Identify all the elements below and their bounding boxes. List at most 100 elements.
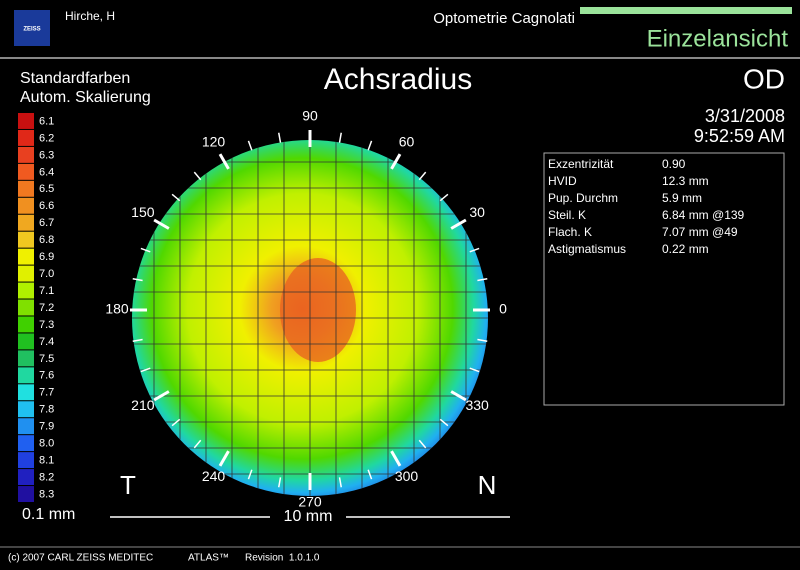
angle-tick <box>247 140 253 151</box>
angle-tick <box>153 390 170 402</box>
legend-swatch <box>18 113 34 129</box>
legend-swatch <box>18 367 34 384</box>
angle-tick <box>469 367 480 373</box>
angle-label: 270 <box>298 494 322 510</box>
angle-tick <box>278 477 282 488</box>
legend-label: 7.3 <box>39 319 54 331</box>
legend-label: 7.0 <box>39 268 54 280</box>
info-value: 0.90 <box>662 157 686 171</box>
info-value: 5.9 mm <box>662 191 702 205</box>
legend-swatch <box>18 435 34 452</box>
legend-label: 6.9 <box>39 251 54 263</box>
grid <box>132 140 488 496</box>
angle-tick <box>218 450 230 467</box>
info-label: Flach. K <box>548 225 592 239</box>
legend-swatch <box>18 163 34 180</box>
legend-title: Autom. Skalierung <box>20 89 151 106</box>
angle-label: 240 <box>202 468 226 484</box>
legend-swatch <box>18 146 34 163</box>
angle-label: 180 <box>105 301 129 317</box>
legend-label: 7.2 <box>39 302 54 314</box>
map-title: Achsradius <box>324 63 472 96</box>
legend-label: 8.3 <box>39 488 54 500</box>
scale-label: 10 mm <box>284 508 333 525</box>
scale-bg <box>270 507 346 527</box>
legend-label: 7.5 <box>39 353 54 365</box>
steep-zone <box>280 258 356 362</box>
legend-label: 7.7 <box>39 387 54 399</box>
angle-tick <box>439 418 449 427</box>
legend-swatch <box>18 214 34 231</box>
legend-label: 6.2 <box>39 132 54 144</box>
legend: 6.1 6.2 6.3 6.4 6.5 6.6 6.7 6.8 6.9 7.0 7.1 7.2 7.3 7… <box>18 113 54 502</box>
legend-swatch <box>18 299 34 316</box>
angle-label: 150 <box>131 204 155 220</box>
angle-tick <box>367 140 373 151</box>
angle-tick <box>390 153 402 170</box>
legend-label: 7.8 <box>39 404 54 416</box>
revision: Revision 1.0.1.0 <box>245 553 320 564</box>
angle-tick <box>132 338 143 342</box>
angle-tick <box>418 439 427 449</box>
logo-box <box>14 10 50 46</box>
info-value: 7.07 mm @49 <box>662 225 738 239</box>
legend-label: 8.1 <box>39 455 54 467</box>
legend-swatch <box>18 350 34 367</box>
info-box <box>543 152 785 406</box>
legend-swatch <box>18 248 34 265</box>
angle-tick <box>140 247 151 253</box>
legend-swatch <box>18 418 34 435</box>
info-label: Exzentrizität <box>548 157 614 171</box>
logo: ZEISS <box>23 27 40 33</box>
legend-swatch <box>18 384 34 401</box>
info-label: Steil. K <box>548 208 586 222</box>
legend-swatch <box>18 197 34 214</box>
angle-tick <box>450 390 467 402</box>
angle-tick <box>418 171 427 181</box>
copyright: (c) 2007 CARL ZEISS MEDITEC <box>8 553 153 564</box>
view-title: Einzelansicht <box>647 25 789 52</box>
legend-step: 0.1 mm <box>22 506 75 523</box>
angle-tick <box>218 153 230 170</box>
legend-title: Standardfarben <box>20 70 130 87</box>
legend-swatch <box>18 316 34 333</box>
practice: Optometrie Cagnolati <box>433 10 575 27</box>
nasal-label: N <box>478 470 497 500</box>
legend-label: 6.6 <box>39 200 54 212</box>
legend-label: 6.1 <box>39 115 54 127</box>
angle-label: 0 <box>499 301 507 317</box>
eye: OD <box>743 63 785 94</box>
legend-label: 6.7 <box>39 217 54 229</box>
angle-tick <box>338 132 342 143</box>
legend-swatch <box>18 129 34 146</box>
angle-tick <box>469 247 480 253</box>
angle-tick <box>171 193 181 202</box>
temporal-label: T <box>120 470 136 500</box>
angle-label: 60 <box>399 134 415 150</box>
legend-label: 8.2 <box>39 471 54 483</box>
legend-label: 8.0 <box>39 438 54 450</box>
legend-label: 6.8 <box>39 234 54 246</box>
legend-swatch <box>18 401 34 418</box>
angle-tick <box>477 338 488 342</box>
info-value: 6.84 mm @139 <box>662 208 745 222</box>
angle-label: 300 <box>395 468 419 484</box>
angle-tick <box>390 450 402 467</box>
angle-tick <box>338 477 342 488</box>
legend-label: 6.5 <box>39 183 54 195</box>
legend-label: 6.3 <box>39 149 54 161</box>
angle-tick <box>140 367 151 373</box>
legend-swatch <box>18 486 34 502</box>
legend-label: 7.1 <box>39 285 54 297</box>
patient: Hirche, H <box>65 9 115 23</box>
angle-label: 210 <box>131 397 155 413</box>
angle-tick <box>367 469 373 480</box>
legend-swatch <box>18 180 34 197</box>
header-bar <box>580 7 792 14</box>
angle-label: 120 <box>202 134 226 150</box>
angle-tick <box>193 439 202 449</box>
angle-tick <box>193 171 202 181</box>
